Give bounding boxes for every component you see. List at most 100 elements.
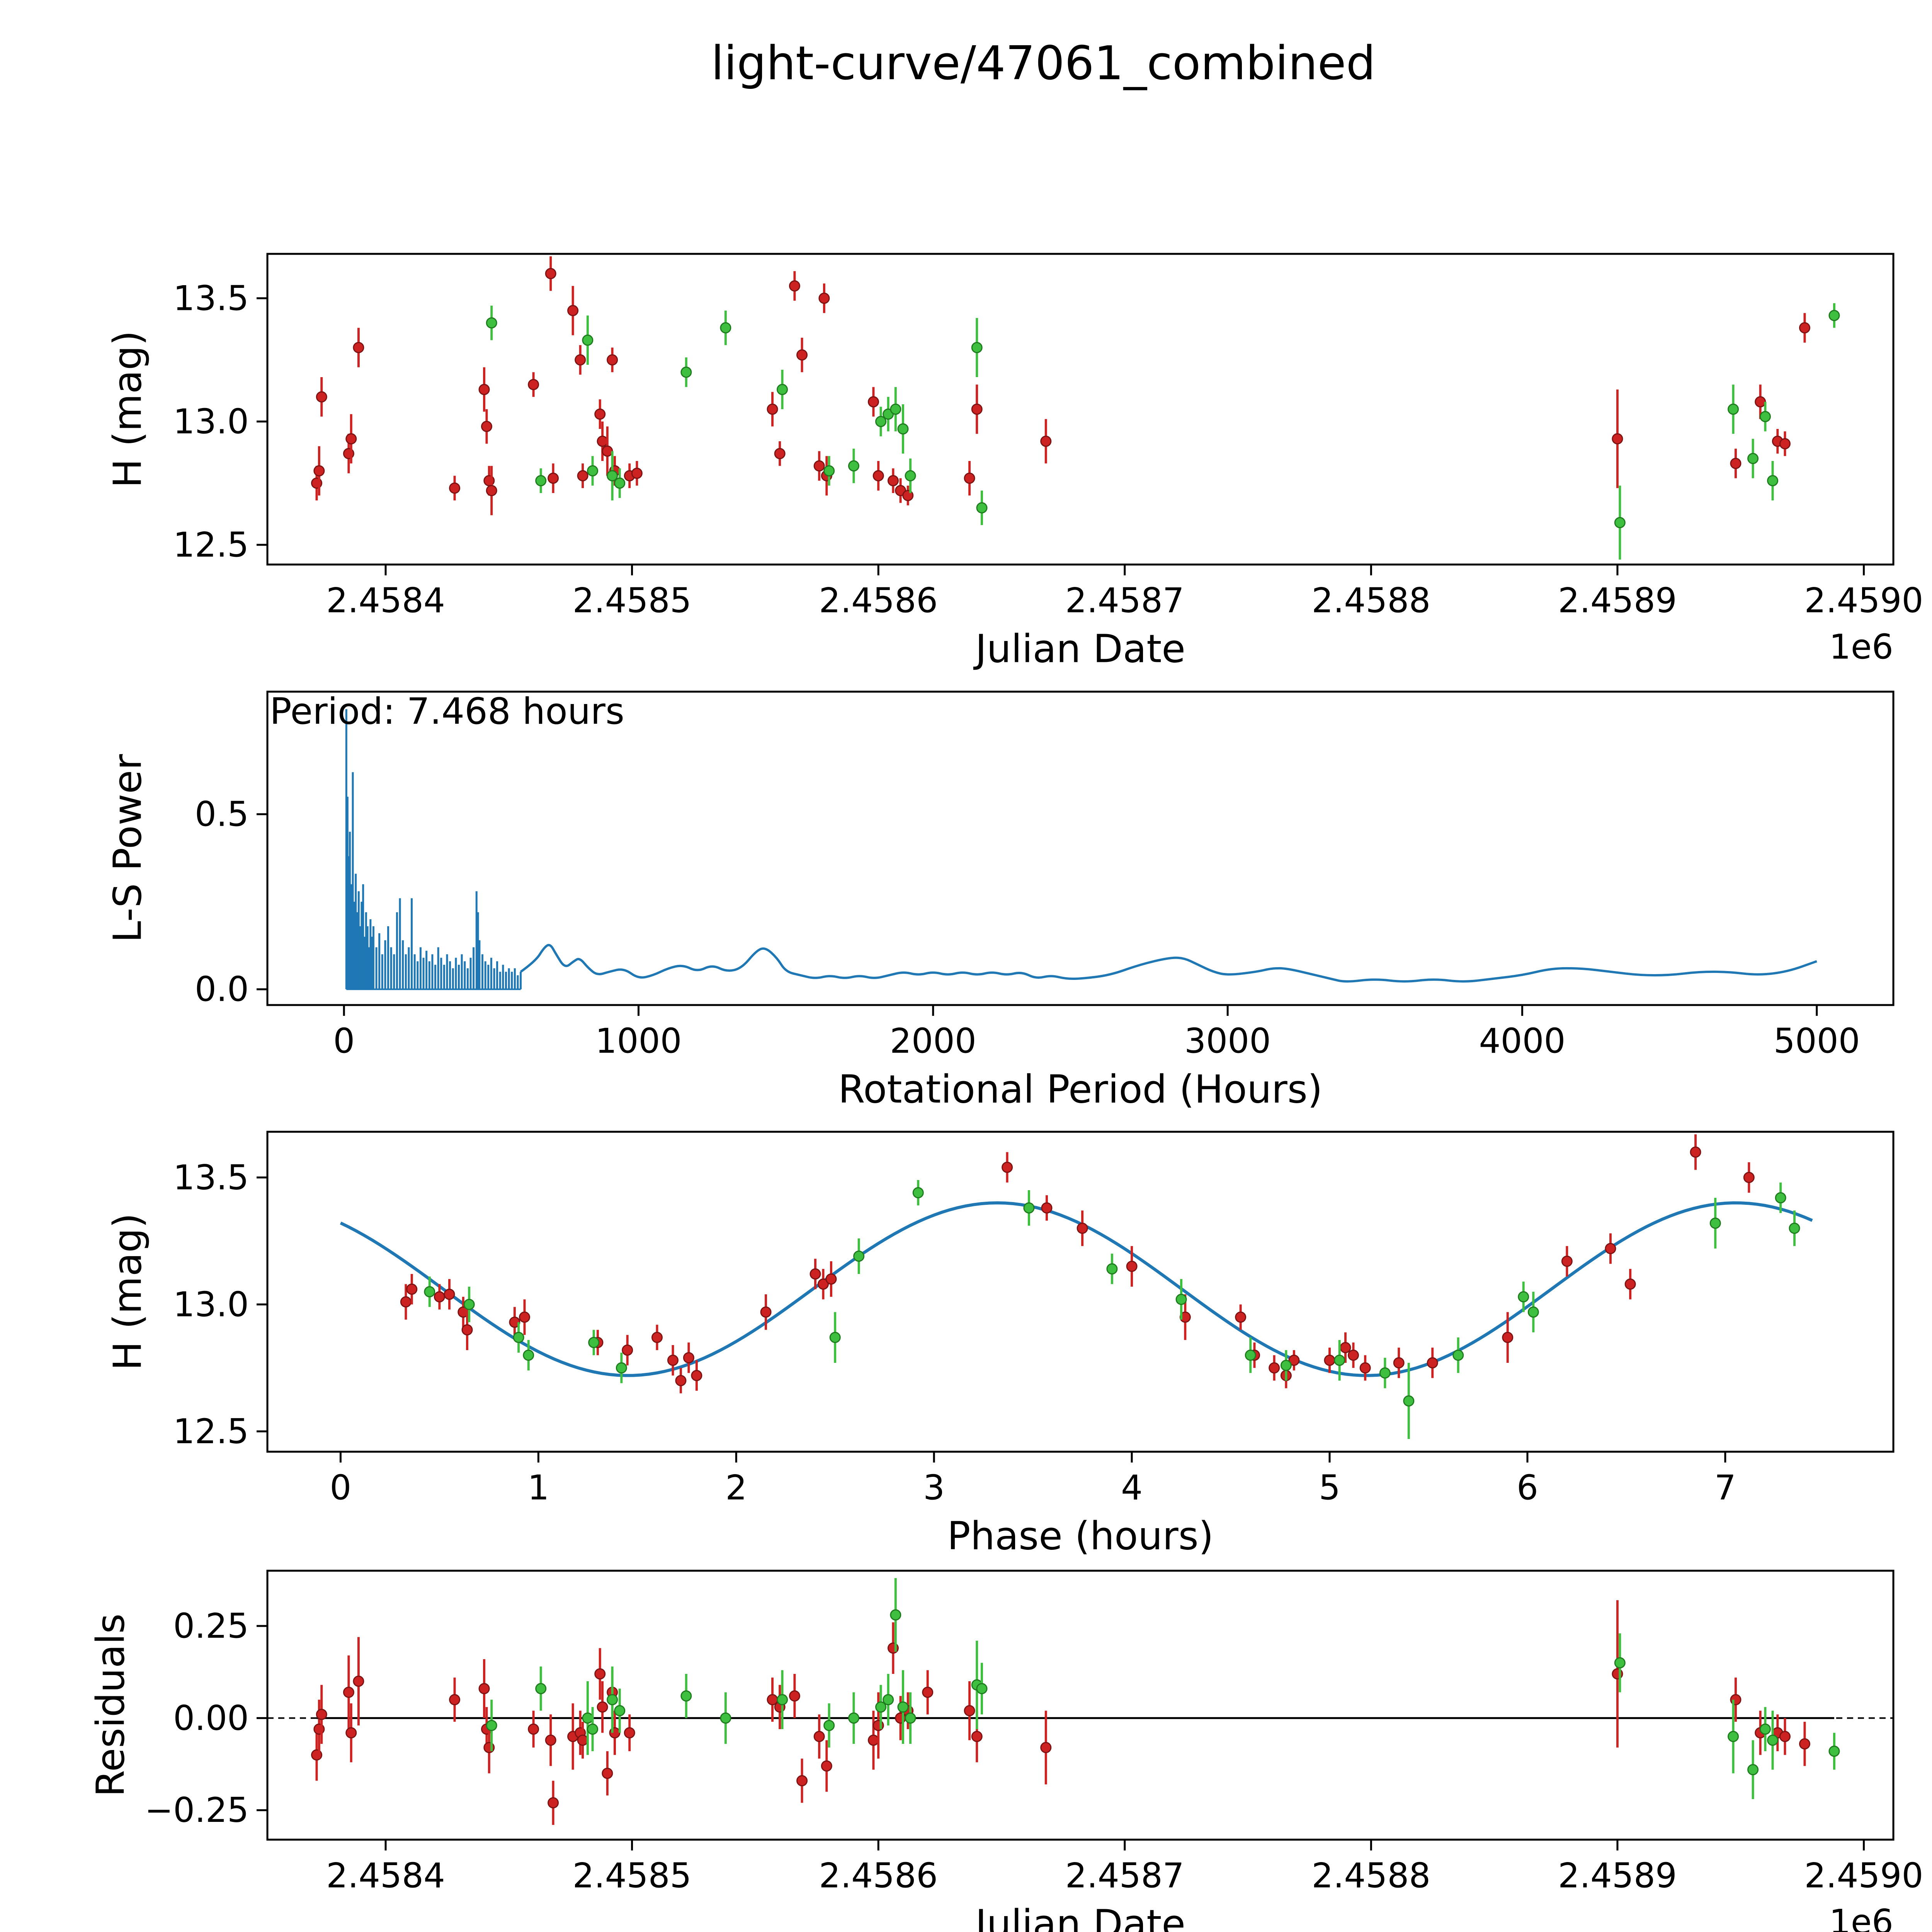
data-point: [1828, 1745, 1840, 1757]
data-point: [614, 477, 626, 489]
x-tick-label: 1: [527, 1468, 549, 1508]
data-point: [607, 1694, 618, 1706]
data-point: [823, 465, 835, 477]
axes-frame: [266, 253, 1895, 566]
data-point: [1767, 1735, 1779, 1746]
green-series: [424, 1180, 1800, 1439]
data-point: [602, 445, 613, 457]
x-axis-label: Julian Date: [973, 1901, 1185, 1932]
data-point: [513, 1332, 524, 1343]
y-tick-label: 0.00: [173, 1698, 249, 1738]
data-point: [1126, 1260, 1138, 1272]
data-point: [444, 1289, 455, 1300]
data-point: [1759, 411, 1771, 422]
data-point: [631, 468, 643, 479]
data-point: [971, 1731, 983, 1742]
data-point: [406, 1283, 418, 1295]
data-point: [912, 1187, 924, 1199]
x-tick-label: 2.4588: [1311, 581, 1430, 621]
data-point: [789, 280, 800, 292]
data-point: [651, 1332, 663, 1343]
axes-lightcurve: 2.4584 2.4585 2.4586 2.4587 2.4588 2.4589 2.45…: [105, 253, 1923, 671]
y-axis-label: H (mag): [105, 330, 150, 488]
data-point: [813, 460, 825, 472]
periodogram-envelope: [520, 944, 1817, 983]
axes-frame: [266, 690, 1895, 1006]
data-point: [1799, 1738, 1810, 1750]
data-point: [1747, 453, 1759, 464]
x-tick-label: 2.4585: [573, 1856, 692, 1896]
data-point: [528, 1723, 539, 1735]
x-tick-label: 2.4586: [819, 581, 938, 621]
data-point: [316, 391, 327, 403]
data-point: [777, 1694, 788, 1706]
data-point: [519, 1311, 530, 1323]
data-point: [789, 1690, 800, 1702]
x-tick-label: 3000: [1184, 1021, 1271, 1061]
x-tick-label: 2000: [890, 1021, 976, 1061]
data-point: [614, 1705, 626, 1716]
data-point: [486, 485, 497, 497]
y-axis-label: L-S Power: [105, 754, 150, 943]
data-point: [976, 502, 988, 514]
x-tick-label: 2.4590: [1804, 581, 1923, 621]
data-point: [607, 470, 618, 481]
data-point: [1379, 1367, 1391, 1379]
data-point: [683, 1352, 694, 1364]
data-point: [905, 470, 916, 481]
figure-title: light-curve/47061_combined: [711, 37, 1376, 90]
data-point: [624, 1727, 635, 1739]
data-point: [1269, 1362, 1280, 1374]
data-point: [587, 465, 599, 477]
data-point: [1280, 1360, 1292, 1371]
data-point: [922, 1687, 934, 1698]
data-point: [486, 317, 497, 329]
y-axis-label: Residuals: [88, 1614, 133, 1797]
data-point: [875, 416, 887, 427]
data-point: [1709, 1218, 1721, 1229]
data-point: [594, 1668, 606, 1680]
data-point: [1023, 1202, 1035, 1214]
data-point: [897, 423, 909, 435]
data-point: [1743, 1172, 1755, 1183]
data-point: [867, 396, 879, 408]
data-point: [691, 1370, 702, 1381]
period-annotation: Period: 7.468 hours: [270, 690, 624, 733]
data-point: [1775, 1192, 1786, 1204]
x-axis-label: Rotational Period (Hours): [838, 1066, 1323, 1112]
x-axis-label: Julian Date: [973, 626, 1185, 671]
data-point: [976, 1683, 988, 1694]
y-tick-label: 13.5: [173, 278, 249, 318]
red-series: [400, 1134, 1755, 1393]
data-point: [848, 1712, 859, 1724]
x-tick-label: 0: [330, 1468, 351, 1508]
data-point: [875, 1701, 887, 1713]
plot-residuals: 2.4584 2.4585 2.4586 2.4587 2.4588 2.4589 2.45…: [88, 1570, 1923, 1932]
data-point: [774, 448, 786, 459]
data-point: [1747, 1764, 1759, 1776]
data-point: [535, 475, 547, 486]
x-tick-label: 2.4585: [573, 581, 692, 621]
axes-frame: [266, 1570, 1895, 1841]
data-point: [449, 1694, 461, 1706]
data-point: [971, 342, 983, 353]
x-axis-offset-label: 1e6: [1829, 1902, 1893, 1932]
data-point: [720, 1712, 731, 1724]
axes-frame: [266, 1131, 1895, 1453]
x-tick-label: 0: [333, 1021, 355, 1061]
x-tick-label: 2.4584: [326, 1856, 445, 1896]
data-point: [1755, 396, 1766, 408]
data-point: [964, 1705, 975, 1716]
x-tick-label: 2.4590: [1804, 1856, 1923, 1896]
x-tick-label: 2.4589: [1558, 581, 1677, 621]
data-point: [1614, 1657, 1626, 1668]
data-point: [767, 403, 778, 415]
data-point: [883, 1694, 894, 1706]
data-point: [818, 1278, 829, 1290]
data-point: [523, 1349, 534, 1361]
data-point: [760, 1306, 772, 1318]
green-series: [486, 1578, 1840, 1799]
data-point: [353, 342, 364, 353]
data-point: [890, 1609, 901, 1621]
